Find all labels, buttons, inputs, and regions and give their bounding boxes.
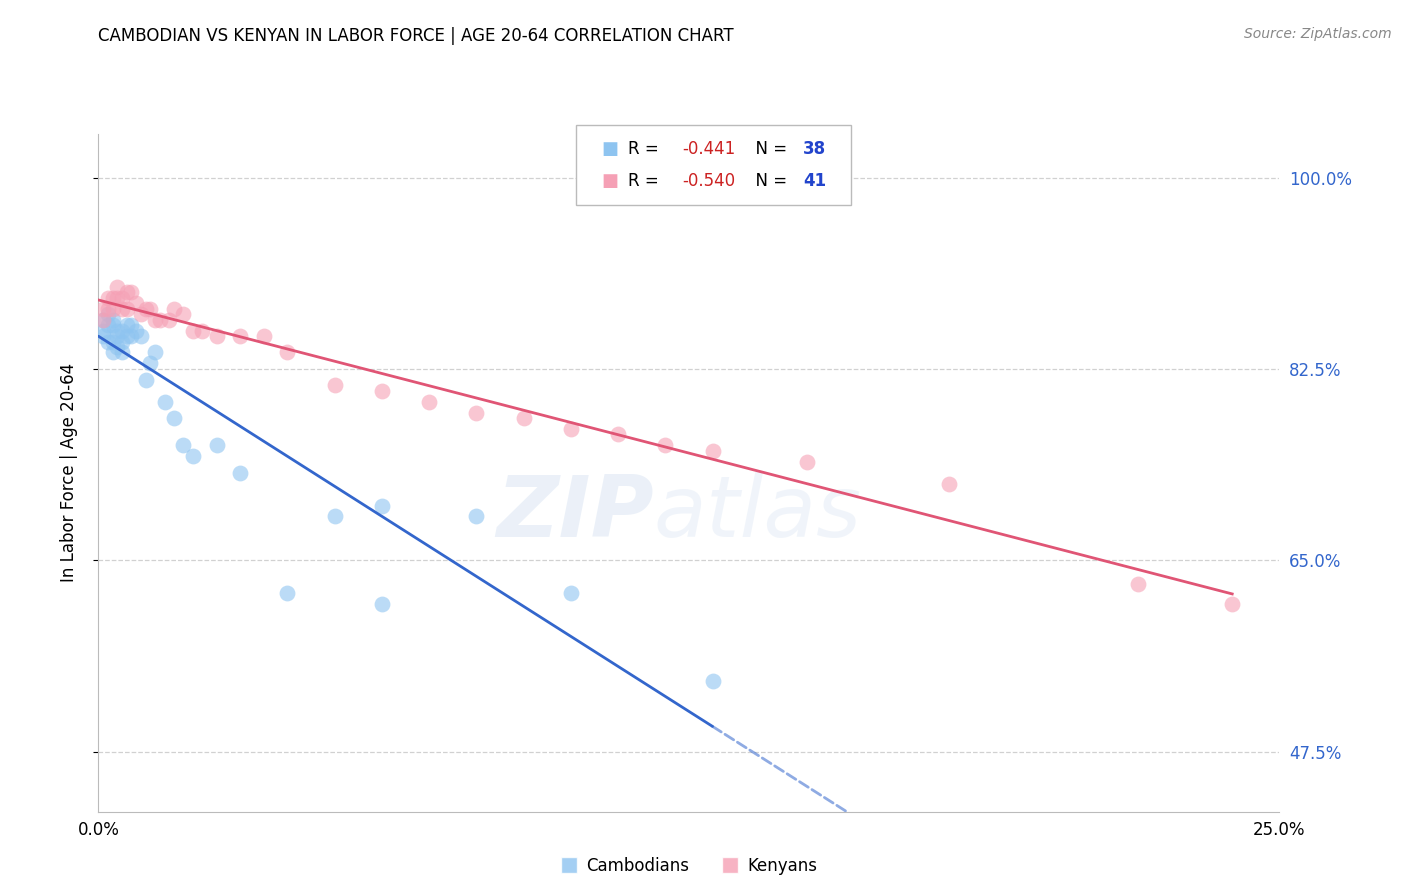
Point xyxy=(465,406,488,420)
Point xyxy=(111,324,134,338)
Text: 38: 38 xyxy=(803,140,825,158)
Point xyxy=(101,334,124,349)
Point xyxy=(125,324,148,338)
Point xyxy=(97,334,120,349)
Point xyxy=(97,318,120,333)
Point xyxy=(465,509,488,524)
Point xyxy=(560,586,582,600)
Text: R =: R = xyxy=(628,140,665,158)
Point xyxy=(607,427,630,442)
Point xyxy=(512,411,534,425)
Point xyxy=(91,329,114,343)
Point xyxy=(121,318,143,333)
Point xyxy=(276,345,298,359)
Point xyxy=(172,307,194,321)
Point xyxy=(125,296,148,310)
Point xyxy=(91,312,114,326)
Point xyxy=(371,597,394,611)
Point xyxy=(276,586,298,600)
Point xyxy=(105,324,128,338)
Point xyxy=(97,291,120,305)
Point xyxy=(418,394,440,409)
Text: 41: 41 xyxy=(803,172,825,190)
Point xyxy=(121,329,143,343)
Text: -0.441: -0.441 xyxy=(682,140,735,158)
Point xyxy=(135,373,157,387)
Point xyxy=(111,345,134,359)
Text: CAMBODIAN VS KENYAN IN LABOR FORCE | AGE 20-64 CORRELATION CHART: CAMBODIAN VS KENYAN IN LABOR FORCE | AGE… xyxy=(98,27,734,45)
Point xyxy=(115,285,138,300)
Legend: Cambodians, Kenyans: Cambodians, Kenyans xyxy=(554,850,824,881)
Point xyxy=(229,329,252,343)
Point xyxy=(101,291,124,305)
Point xyxy=(181,324,204,338)
Point xyxy=(101,345,124,359)
Point xyxy=(205,438,228,452)
Point xyxy=(91,312,114,326)
Point xyxy=(101,312,124,326)
Point xyxy=(101,318,124,333)
Point xyxy=(560,422,582,436)
Point xyxy=(97,301,120,316)
Text: N =: N = xyxy=(745,140,793,158)
Point xyxy=(139,356,162,370)
Text: atlas: atlas xyxy=(654,472,862,555)
Point xyxy=(157,312,180,326)
Point xyxy=(323,378,346,392)
Point xyxy=(105,329,128,343)
Point xyxy=(115,318,138,333)
Text: N =: N = xyxy=(745,172,793,190)
Point xyxy=(139,301,162,316)
Point xyxy=(229,466,252,480)
Point xyxy=(129,307,152,321)
Point xyxy=(111,301,134,316)
Text: ■: ■ xyxy=(602,140,619,158)
Text: ZIP: ZIP xyxy=(496,472,654,555)
Point xyxy=(191,324,214,338)
Point xyxy=(172,438,194,452)
Point xyxy=(111,291,134,305)
Point xyxy=(371,384,394,398)
Point xyxy=(143,312,166,326)
Point xyxy=(111,334,134,349)
Text: -0.540: -0.540 xyxy=(682,172,735,190)
Point xyxy=(205,329,228,343)
Point xyxy=(105,280,128,294)
Point xyxy=(121,285,143,300)
Y-axis label: In Labor Force | Age 20-64: In Labor Force | Age 20-64 xyxy=(59,363,77,582)
Point xyxy=(253,329,276,343)
Point xyxy=(91,301,114,316)
Point xyxy=(129,329,152,343)
Point xyxy=(115,301,138,316)
Point xyxy=(654,438,676,452)
Text: ■: ■ xyxy=(602,172,619,190)
Point xyxy=(135,301,157,316)
Point xyxy=(91,324,114,338)
Point xyxy=(101,301,124,316)
Point xyxy=(1220,597,1243,611)
Point xyxy=(149,312,172,326)
Point xyxy=(115,329,138,343)
Point xyxy=(105,291,128,305)
Point xyxy=(702,673,724,688)
Point xyxy=(323,509,346,524)
Point xyxy=(1126,577,1149,591)
Point xyxy=(163,301,186,316)
Point xyxy=(153,394,176,409)
Text: Source: ZipAtlas.com: Source: ZipAtlas.com xyxy=(1244,27,1392,41)
Point xyxy=(143,345,166,359)
Point xyxy=(796,455,818,469)
Point xyxy=(702,443,724,458)
Point xyxy=(938,476,960,491)
Point xyxy=(181,450,204,464)
Point xyxy=(97,307,120,321)
Text: R =: R = xyxy=(628,172,665,190)
Point xyxy=(105,340,128,354)
Point xyxy=(163,411,186,425)
Point xyxy=(371,499,394,513)
